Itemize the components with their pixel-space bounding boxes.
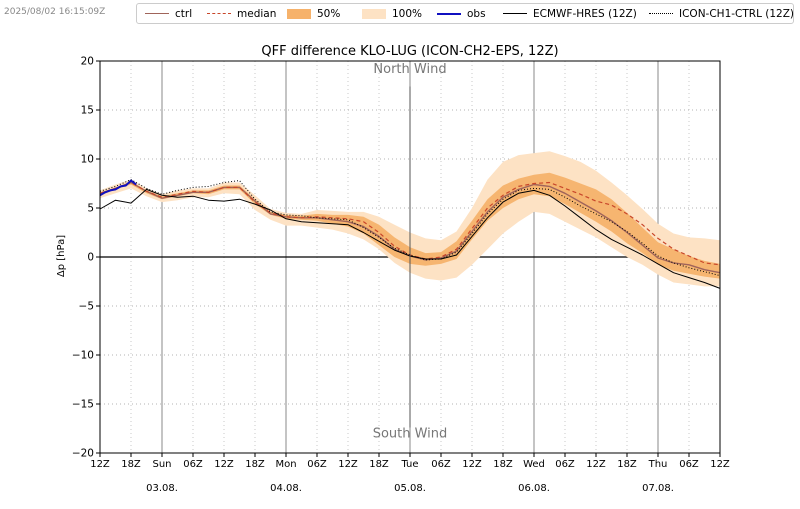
legend-swatch-median xyxy=(207,9,231,19)
x-tick-label: 18Z xyxy=(493,459,513,470)
x-tick-label: Tue xyxy=(400,459,418,470)
x-tick-date-label: 06.08. xyxy=(518,483,550,494)
legend-swatch-ecmwf xyxy=(503,9,527,19)
x-tick-label: 06Z xyxy=(307,459,327,470)
y-tick-label: 10 xyxy=(81,154,94,166)
y-tick-label: −20 xyxy=(72,448,94,460)
x-tick-label: 06Z xyxy=(431,459,451,470)
x-tick-date-label: 05.08. xyxy=(394,483,426,494)
x-tick-date-label: 07.08. xyxy=(642,483,674,494)
legend-item-median: median xyxy=(207,6,276,22)
legend: ctrl median 50% 100% obs ECMWF-HRES (12Z… xyxy=(136,3,794,24)
legend-label-100: 100% xyxy=(392,8,423,20)
legend-item-100: 100% xyxy=(362,6,422,22)
x-tick-label: 12Z xyxy=(462,459,482,470)
legend-label-ecmwf: ECMWF-HRES (12Z) xyxy=(533,8,637,20)
x-tick-label: 12Z xyxy=(586,459,606,470)
x-tick-label: 18Z xyxy=(369,459,389,470)
legend-swatch-ch1 xyxy=(649,9,673,19)
y-tick-label: −10 xyxy=(72,350,94,362)
y-axis-label: Δp [hPa] xyxy=(56,235,67,277)
x-tick-label: Wed xyxy=(523,459,545,470)
x-tick-label: 06Z xyxy=(183,459,203,470)
legend-item-ctrl: ctrl xyxy=(145,6,192,22)
legend-swatch-50 xyxy=(287,9,311,19)
x-tick-label: 06Z xyxy=(555,459,575,470)
legend-swatch-100 xyxy=(362,9,386,19)
x-tick-label: 18Z xyxy=(617,459,637,470)
legend-item-ecmwf: ECMWF-HRES (12Z) xyxy=(503,6,637,22)
legend-item-obs: obs xyxy=(437,6,486,22)
y-tick-label: 5 xyxy=(87,203,94,215)
band-50-percent xyxy=(100,172,720,279)
x-tick-date-label: 04.08. xyxy=(270,483,302,494)
y-tick-label: 0 xyxy=(87,252,94,264)
legend-label-ctrl: ctrl xyxy=(175,8,193,20)
y-tick-label: 15 xyxy=(81,105,94,117)
legend-label-obs: obs xyxy=(467,8,486,20)
south-wind-label: South Wind xyxy=(373,426,448,441)
x-tick-label: Mon xyxy=(275,459,296,470)
x-tick-label: Sun xyxy=(152,459,171,470)
legend-label-ch1: ICON-CH1-CTRL (12Z) xyxy=(679,8,795,20)
chart-title: QFF difference KLO-LUG (ICON-CH2-EPS, 12… xyxy=(261,44,558,59)
x-tick-label: Thu xyxy=(648,459,668,470)
north-wind-label: North Wind xyxy=(373,62,446,77)
legend-swatch-obs xyxy=(437,9,461,19)
timestamp: 2025/08/02 16:15:09Z xyxy=(4,7,106,17)
x-tick-label: 18Z xyxy=(121,459,141,470)
legend-item-ch1: ICON-CH1-CTRL (12Z) xyxy=(649,6,794,22)
y-tick-label: 20 xyxy=(81,56,94,68)
x-tick-date-label: 03.08. xyxy=(146,483,178,494)
legend-label-50: 50% xyxy=(317,8,341,20)
legend-swatch-ctrl xyxy=(145,9,169,19)
x-tick-label: 12Z xyxy=(710,459,730,470)
y-tick-label: −5 xyxy=(79,301,94,313)
x-tick-label: 18Z xyxy=(245,459,265,470)
legend-label-median: median xyxy=(237,8,277,20)
series-obs xyxy=(99,179,137,197)
x-tick-label: 12Z xyxy=(90,459,110,470)
legend-item-50: 50% xyxy=(287,6,340,22)
x-tick-label: 06Z xyxy=(679,459,699,470)
y-tick-label: −15 xyxy=(72,399,94,411)
x-tick-label: 12Z xyxy=(214,459,234,470)
x-tick-label: 12Z xyxy=(338,459,358,470)
